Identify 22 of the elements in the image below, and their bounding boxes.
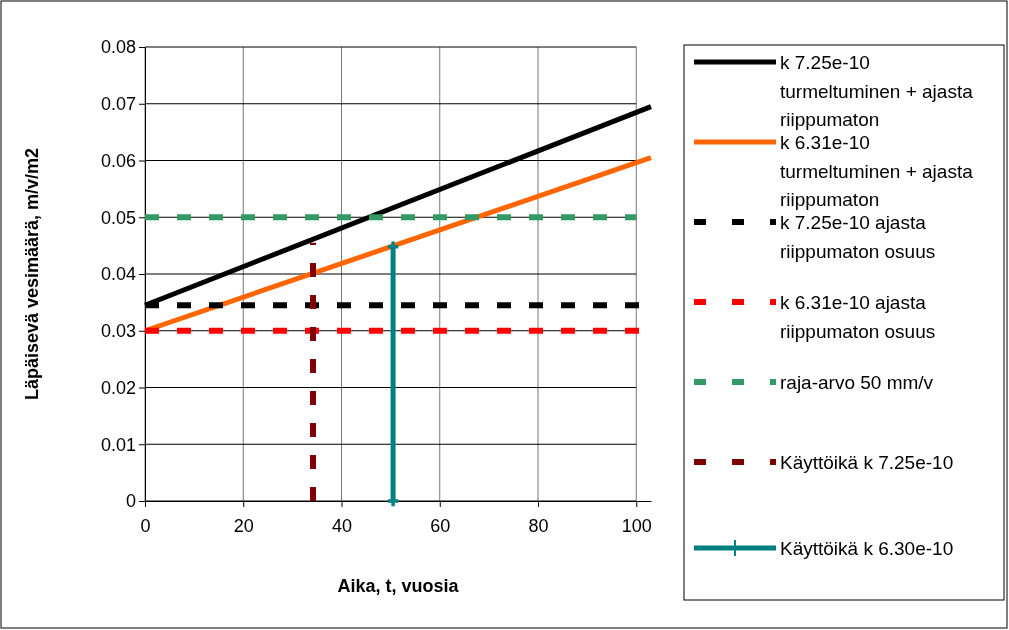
- x-tick-label: 80: [528, 515, 549, 536]
- y-tick-label: 0.04: [100, 264, 136, 285]
- y-tick-label: 0: [125, 491, 136, 512]
- x-tick-label: 100: [621, 515, 652, 536]
- y-tick-label: 0.02: [100, 377, 136, 398]
- y-tick-label: 0.08: [100, 37, 136, 58]
- y-tick-label: 0.05: [100, 207, 136, 228]
- x-axis-title: Aika, t, vuosia: [337, 576, 460, 596]
- x-tick-label: 40: [331, 515, 353, 536]
- y-tick-label: 0.03: [100, 321, 136, 342]
- x-tick-label: 20: [233, 515, 254, 536]
- legend-label: Käyttöikä k 6.30e-10: [780, 538, 954, 559]
- x-tick-label: 60: [430, 515, 451, 536]
- x-tick-label: 0: [140, 515, 151, 536]
- legend-label: raja-arvo 50 mm/v: [780, 372, 934, 393]
- legend-label: Käyttöikä k 7.25e-10: [780, 452, 954, 473]
- y-tick-label: 0.07: [100, 94, 136, 115]
- legend-label: k 7.25e-10 ajasta riippumaton osuus: [780, 212, 936, 262]
- y-tick-label: 0.06: [100, 150, 136, 171]
- legend-label: k 6.31e-10 ajasta riippumaton osuus: [780, 292, 936, 342]
- y-tick-label: 0.01: [100, 434, 136, 455]
- y-axis-title: Läpäisevä vesimäärä, m/v/m2: [22, 147, 42, 401]
